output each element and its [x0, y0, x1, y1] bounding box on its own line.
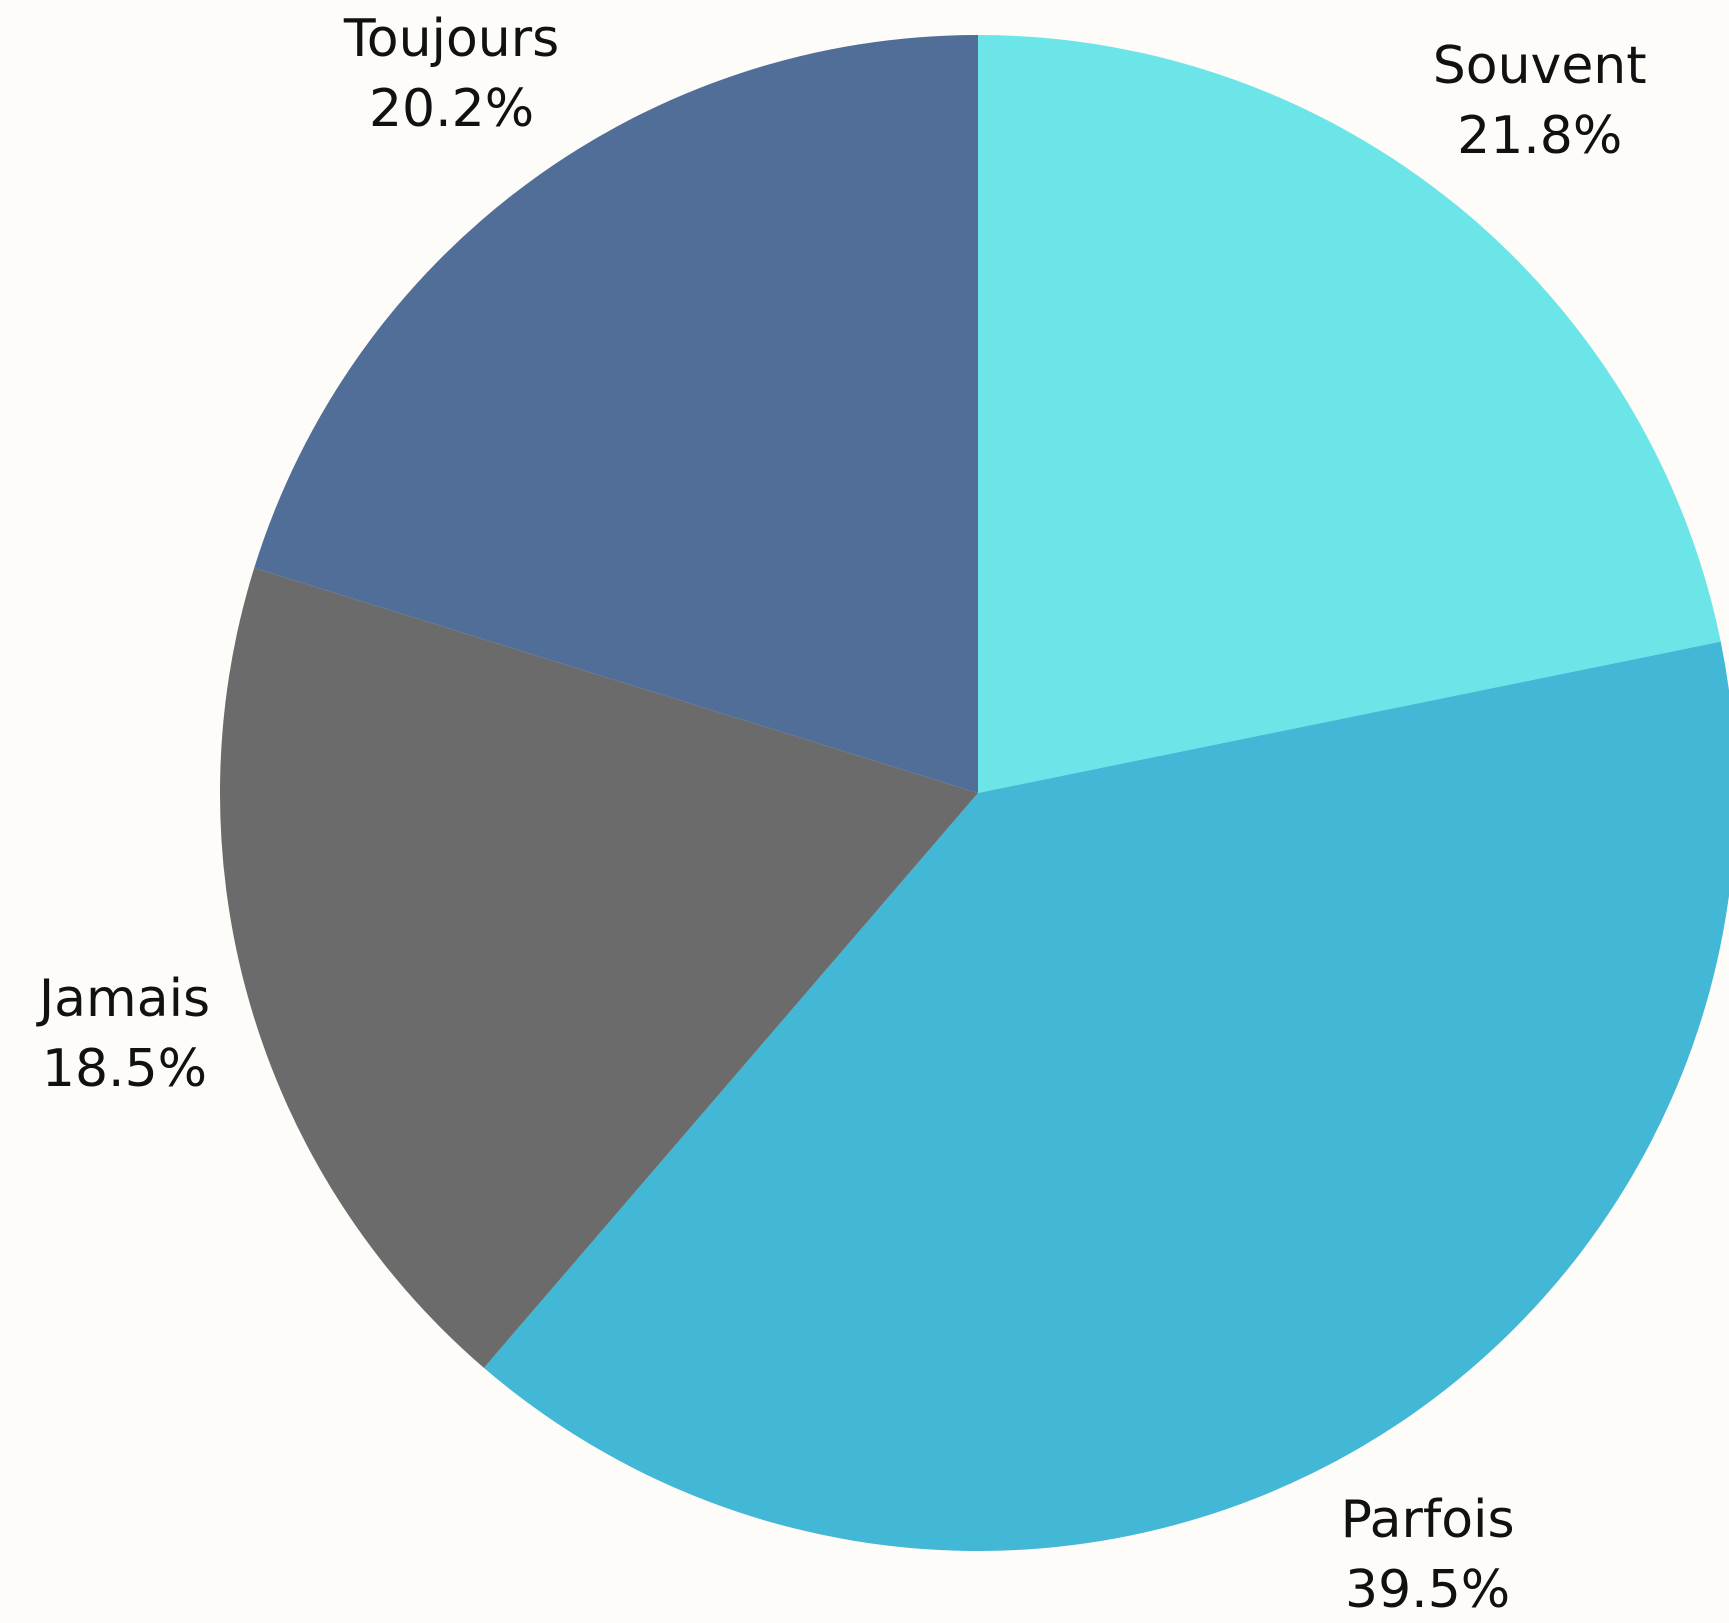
- value-label: 20.2%: [369, 79, 534, 139]
- pie-slice: [254, 35, 979, 793]
- value-label: 21.8%: [1457, 106, 1622, 166]
- pie-slice: [483, 641, 1729, 1551]
- value-label: 39.5%: [1345, 1560, 1510, 1620]
- slice-label: Toujours: [343, 9, 559, 69]
- value-label: 18.5%: [42, 1039, 207, 1099]
- slice-label: Jamais: [36, 969, 210, 1029]
- slice-label: Parfois: [1341, 1490, 1515, 1550]
- pie-slice: [978, 35, 1721, 793]
- slice-label: Souvent: [1433, 36, 1647, 96]
- pie-slice: [220, 567, 978, 1368]
